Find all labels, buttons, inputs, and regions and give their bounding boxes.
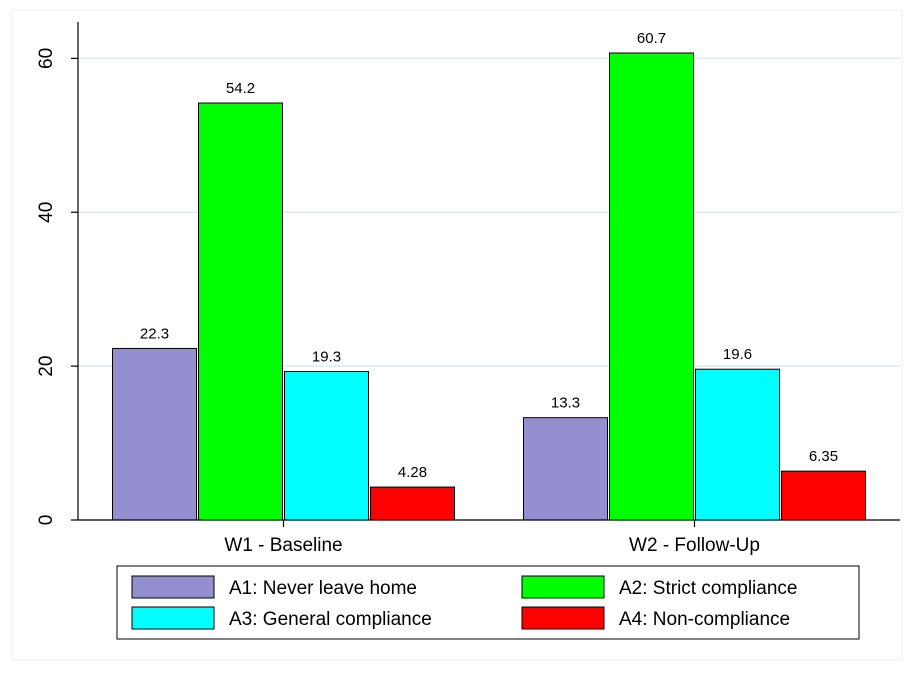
bar (198, 102, 283, 521)
bar (609, 52, 694, 521)
bar-value-label: 4.28 (398, 464, 427, 481)
axes (77, 22, 900, 521)
legend-label: A3: General compliance (229, 609, 432, 630)
legend-label: A2: Strict compliance (619, 578, 797, 599)
bar (695, 368, 780, 521)
bar (523, 417, 608, 521)
legend-swatch (521, 575, 605, 599)
bar-value-label: 19.3 (312, 349, 341, 366)
legend-label: A4: Non-compliance (619, 609, 790, 630)
bar-value-label: 13.3 (551, 395, 580, 412)
bar (370, 486, 455, 521)
x-tick-label: W2 - Follow-Up (629, 535, 760, 556)
bar-value-label: 22.3 (140, 325, 169, 342)
legend-box (116, 565, 860, 640)
y-ticks: 0 20 40 60 (36, 48, 78, 525)
legend-label: A1: Never leave home (229, 578, 417, 599)
bar (284, 371, 369, 521)
bar (781, 470, 866, 521)
y-tick-label: 0 (36, 515, 57, 526)
bar-value-label: 6.35 (809, 448, 838, 465)
y-tick-label: 40 (36, 202, 57, 223)
bar-value-label: 19.6 (723, 346, 752, 363)
bar-value-label: 54.2 (226, 80, 255, 97)
value-labels: 22.3 54.2 19.3 4.28 13.3 60.7 19.6 6.35 (140, 30, 838, 481)
bars (112, 52, 866, 521)
legend-swatch (131, 606, 215, 630)
y-tick-label: 20 (36, 356, 57, 377)
bar-value-label: 60.7 (637, 30, 666, 47)
x-tick-label: W1 - Baseline (224, 535, 342, 556)
figure-frame (11, 9, 903, 661)
y-tick-label: 60 (36, 48, 57, 69)
bar (112, 347, 197, 521)
legend-swatch (131, 575, 215, 599)
legend-swatch (521, 606, 605, 630)
legend: A1: Never leave home A2: Strict complianc… (116, 565, 860, 640)
x-ticks: W1 - Baseline W2 - Follow-Up (224, 520, 760, 556)
